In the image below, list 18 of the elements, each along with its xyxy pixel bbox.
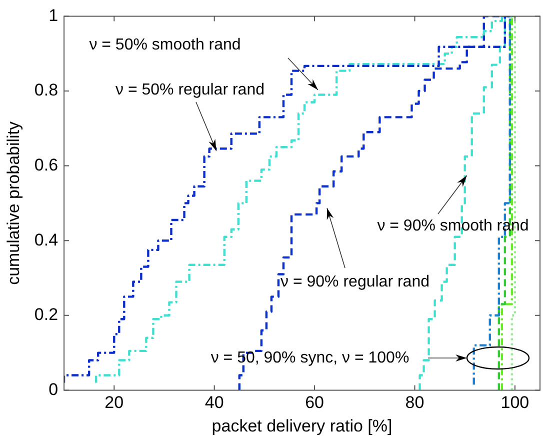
x-tick-label: 40	[204, 393, 224, 412]
y-tick-label: 0.2	[34, 305, 58, 324]
y-tick-label: 0.8	[34, 80, 58, 100]
annotation: ν = 90% smooth rand	[377, 217, 529, 234]
x-tick-label: 100	[500, 393, 530, 412]
x-axis-title: packet delivery ratio [%]	[212, 416, 392, 436]
x-tick-label: 20	[104, 393, 124, 412]
x-tick-label: 80	[405, 393, 424, 412]
annotation: ν = 90% regular rand	[280, 273, 430, 290]
y-tick-label: 0.6	[34, 155, 58, 174]
y-axis-title: cumulative probability	[4, 120, 23, 285]
x-tick-label: 60	[305, 393, 324, 412]
y-tick-label: 0.4	[34, 230, 58, 250]
y-tick-label: 0	[48, 380, 58, 399]
annotation: ν = 50, 90% sync, ν = 100%	[210, 349, 410, 366]
annotation: ν = 50% regular rand	[116, 81, 264, 98]
y-tick-label: 1	[48, 6, 58, 25]
annotation: ν = 50% smooth rand	[89, 36, 241, 54]
